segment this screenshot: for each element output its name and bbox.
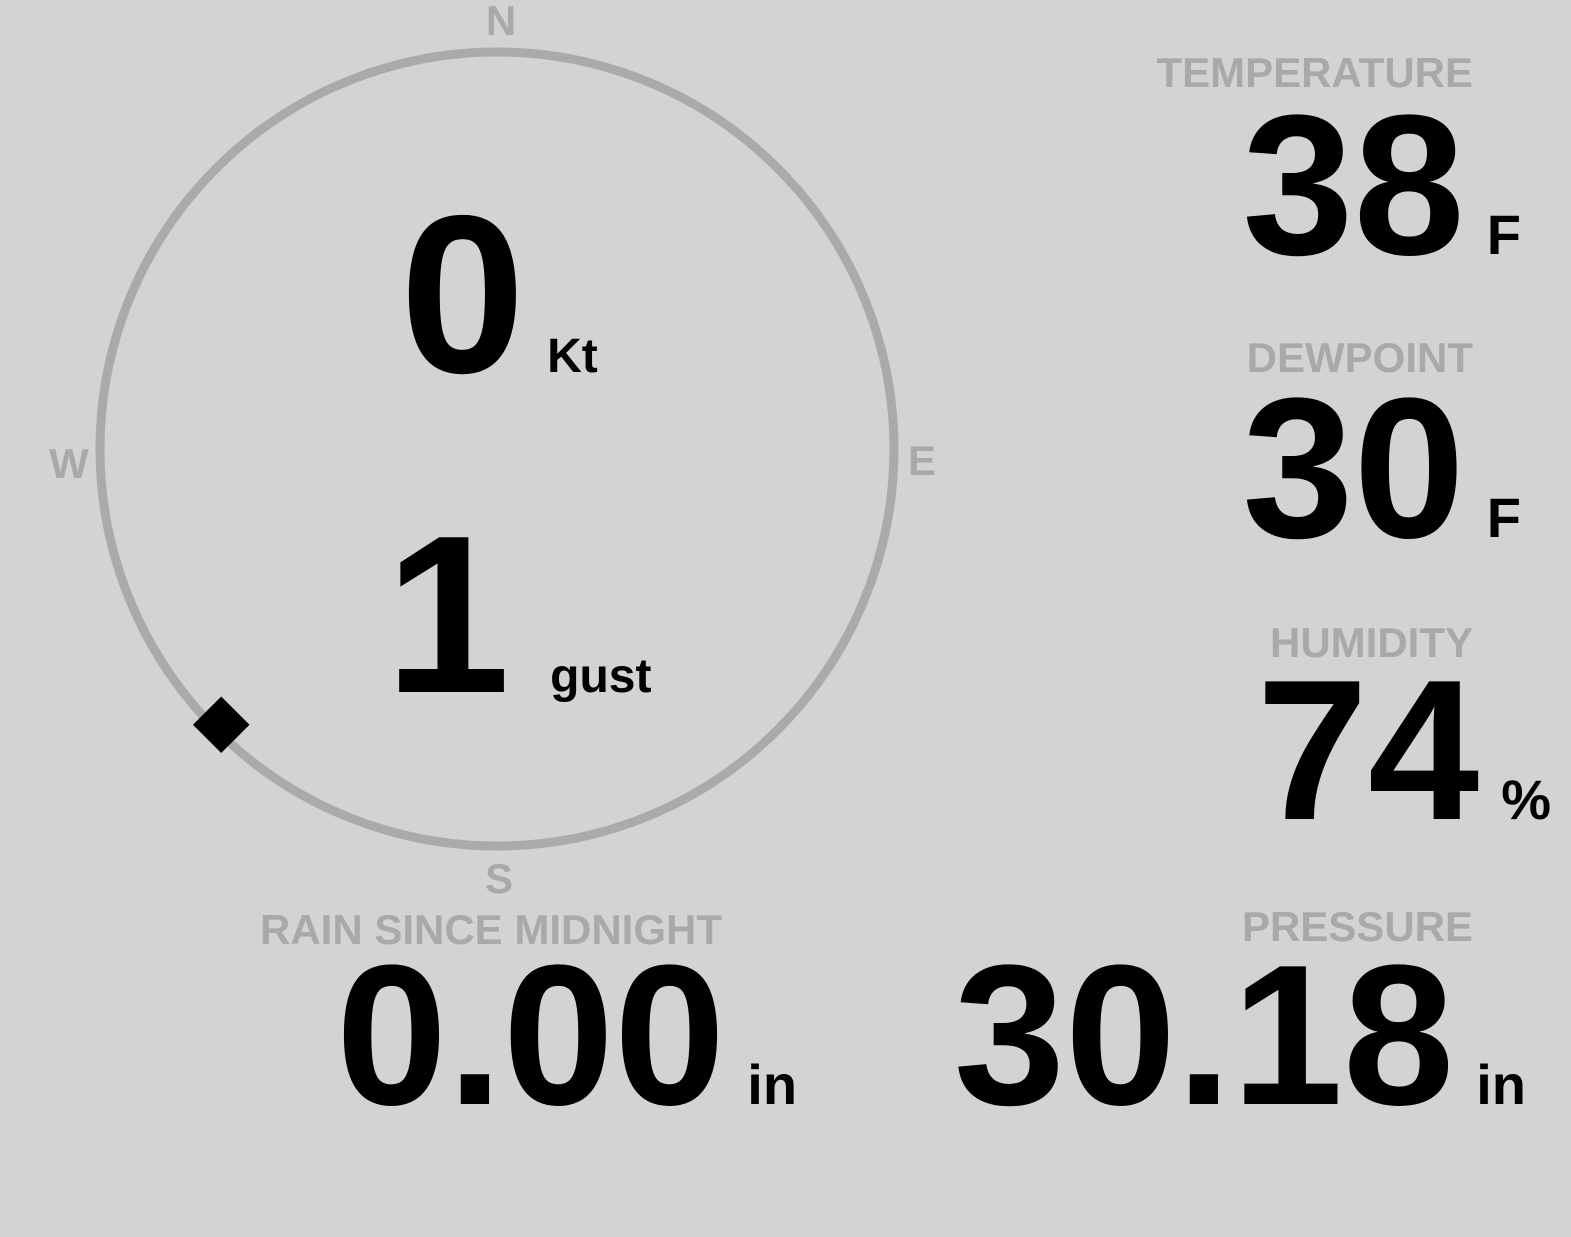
temperature-unit: F [1486, 203, 1521, 266]
wind-speed-value: 0 [400, 168, 526, 420]
wind-gust: 1 gust [385, 502, 651, 727]
compass-east: E [907, 437, 937, 484]
temperature-value: 38 [1242, 74, 1465, 297]
rain-unit: in [747, 1053, 798, 1116]
rain-reading: 0.00 in [336, 936, 797, 1136]
compass-south: S [484, 855, 514, 902]
humidity-value: 74 [1256, 639, 1480, 862]
dewpoint-reading: 30 F [1242, 369, 1521, 569]
humidity-label: HUMIDITY [1270, 619, 1473, 666]
wind-direction-marker [192, 696, 250, 754]
rain-value: 0.00 [336, 924, 726, 1147]
temperature-reading: 38 F [1242, 86, 1521, 286]
wind-speed-unit: Kt [547, 330, 598, 383]
dewpoint-value: 30 [1242, 357, 1465, 580]
pressure-unit: in [1476, 1053, 1526, 1116]
wind-speed: 0 Kt [400, 182, 598, 407]
wind-gust-value: 1 [385, 488, 511, 740]
compass-ring [95, 47, 899, 851]
humidity-reading: 74 % [1257, 651, 1551, 851]
temperature-label: TEMPERATURE [1156, 49, 1473, 96]
wind-gust-unit: gust [550, 650, 652, 703]
pressure-value: 30.18 [953, 924, 1455, 1147]
pressure-reading: 30.18 in [954, 936, 1526, 1136]
dewpoint-unit: F [1486, 486, 1521, 549]
rain-label: RAIN SINCE MIDNIGHT [260, 906, 722, 953]
compass-north: N [485, 0, 517, 44]
compass-west: W [49, 440, 89, 487]
pressure-label: PRESSURE [1241, 903, 1473, 950]
humidity-unit: % [1501, 768, 1551, 831]
dewpoint-label: DEWPOINT [1246, 334, 1473, 381]
